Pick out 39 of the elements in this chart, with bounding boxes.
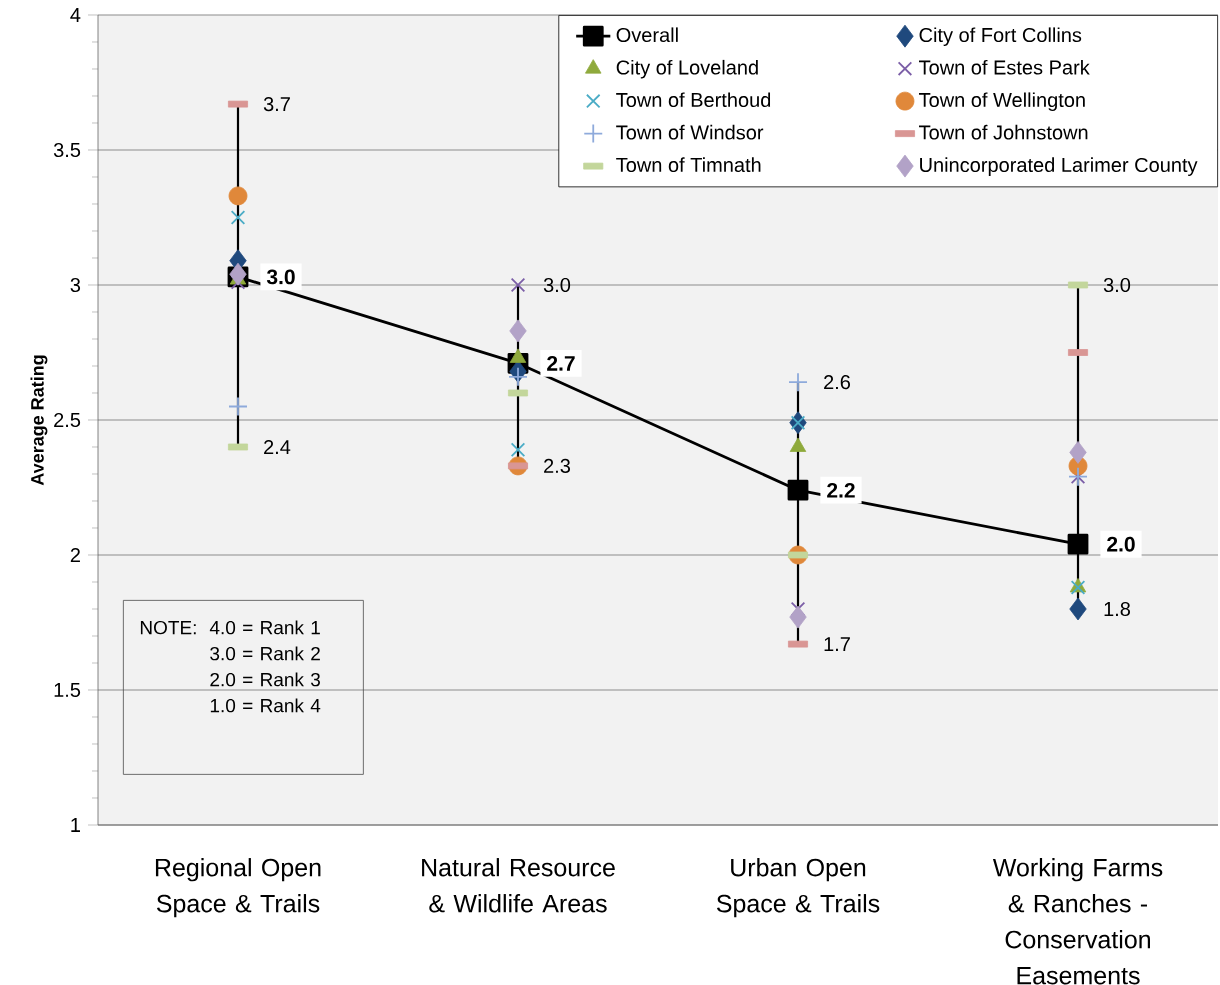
y-tick-label: 1.5 [54, 683, 81, 697]
legend-label: Town of Windsor [616, 124, 764, 140]
data-label: 2.7 [547, 355, 575, 371]
legend-label: City of Fort Collins [919, 27, 1082, 47]
y-tick-label: 2.5 [54, 412, 81, 428]
data-label: 2.6 [824, 375, 851, 390]
data-label: 3.0 [543, 277, 571, 293]
data-label: 2.2 [827, 482, 855, 498]
annotation: NOTE: [140, 620, 196, 635]
legend-label: City of Loveland [616, 59, 758, 79]
data-label: 2.3 [544, 458, 571, 473]
legend-label: Town of Timnath [616, 157, 761, 173]
y-axis-title: Average Rating [30, 355, 48, 486]
legend-label: Overall [616, 27, 678, 43]
y-tick-label: 2 [70, 548, 80, 562]
x-tick-label: Regional Open Space & Trails [155, 858, 321, 918]
data-label: 3.7 [263, 97, 290, 112]
legend-label: Town of Berthoud [616, 92, 771, 108]
data-label: 2.0 [1107, 536, 1135, 552]
y-tick-label: 1 [71, 818, 80, 832]
legend-label: Town of Wellington [919, 92, 1085, 112]
data-label: 1.8 [1104, 601, 1131, 617]
data-label: 3.0 [266, 269, 295, 285]
legend-label: Town of Johnstown [919, 124, 1088, 140]
data-label: 1.7 [824, 637, 850, 651]
x-tick-label: Urban Open Space & Trails [716, 858, 880, 918]
annotation: 1.0 = Rank 4 [210, 698, 321, 713]
y-tick-label: 4 [70, 8, 81, 22]
annotation: 2.0 = Rank 3 [210, 672, 320, 687]
data-label: 3.0 [1103, 277, 1131, 293]
legend-label: Unincorporated Larimer County [920, 157, 1198, 176]
annotation: 4.0 = Rank 1 [209, 620, 320, 635]
y-tick-label: 3.5 [53, 142, 81, 158]
annotation: 3.0 = Rank 2 [210, 646, 320, 661]
x-tick-label: Natural Resource & Wildlife Areas [422, 858, 615, 913]
x-tick-label: Working Farms & Ranches - Conservation Easements [992, 858, 1163, 985]
data-label: 2.4 [264, 440, 291, 454]
legend-label: Town of Estes Park [919, 59, 1090, 75]
y-tick-label: 3 [70, 277, 81, 293]
